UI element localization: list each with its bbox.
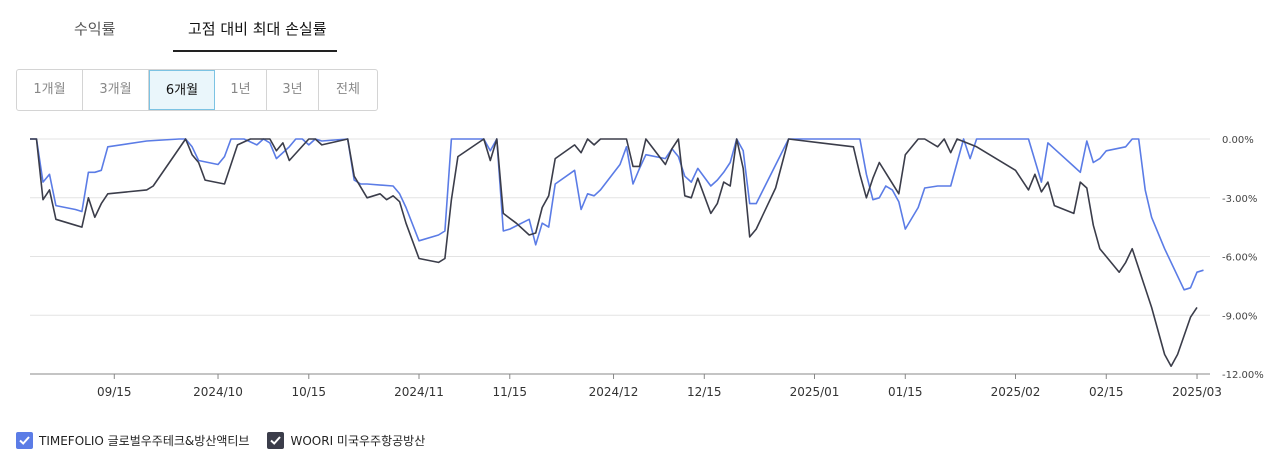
- x-tick-label: 2024/11: [394, 385, 444, 399]
- x-tick-label: 2024/12: [589, 385, 639, 399]
- y-tick-label: -6.00%: [1222, 253, 1257, 264]
- tab-max-drawdown[interactable]: 고점 대비 최대 손실률: [188, 20, 327, 38]
- x-tick-label: 2025/01: [790, 385, 840, 399]
- series-line-woori: [30, 138, 1198, 367]
- period-selector: 1개월 3개월 6개월 1년 3년 전체: [16, 69, 378, 111]
- checkbox-icon[interactable]: [267, 432, 285, 449]
- x-tick-label: 02/15: [1089, 385, 1124, 399]
- x-tick-label: 11/15: [492, 385, 527, 399]
- grid: [30, 138, 1210, 375]
- x-tick-label: 2024/10: [193, 385, 243, 399]
- legend-label: WOORI 미국우주항공방산: [290, 434, 426, 448]
- checkbox-icon[interactable]: [16, 432, 33, 449]
- period-3y-button[interactable]: 3년: [267, 70, 319, 110]
- series: [30, 138, 1204, 367]
- x-tick-label: 01/15: [888, 385, 923, 399]
- x-tick-label: 12/15: [687, 385, 722, 399]
- y-tick-label: -9.00%: [1222, 311, 1257, 322]
- x-tick-label: 2025/03: [1172, 385, 1222, 399]
- legend: TIMEFOLIO 글로벌우주테크&방산액티브 WOORI 미국우주항공방산: [16, 432, 443, 449]
- period-1y-button[interactable]: 1년: [215, 70, 267, 110]
- legend-item-timefolio[interactable]: TIMEFOLIO 글로벌우주테크&방산액티브: [16, 432, 249, 449]
- period-6m-button[interactable]: 6개월: [149, 70, 215, 110]
- y-axis: 0.00% -3.00% -6.00% -9.00% -12.00%: [1222, 135, 1264, 381]
- x-tick-label: 09/15: [97, 385, 132, 399]
- period-1m-button[interactable]: 1개월: [17, 70, 83, 110]
- series-line-timefolio: [30, 138, 1204, 291]
- tab-bar: 수익률 고점 대비 최대 손실률: [0, 0, 1280, 60]
- x-tick-label: 2025/02: [991, 385, 1041, 399]
- y-tick-label: -3.00%: [1222, 194, 1257, 205]
- y-tick-label: -12.00%: [1222, 370, 1264, 381]
- x-tick-label: 10/15: [291, 385, 326, 399]
- period-all-button[interactable]: 전체: [336, 82, 360, 97]
- active-tab-underline: [173, 50, 337, 52]
- x-axis: 09/15 2024/10 10/15 2024/11 11/15 2024/12 12/1…: [97, 374, 1222, 399]
- legend-item-woori[interactable]: WOORI 미국우주항공방산: [267, 432, 425, 449]
- legend-label: TIMEFOLIO 글로벌우주테크&방산액티브: [39, 434, 250, 448]
- period-3m-button[interactable]: 3개월: [83, 70, 149, 110]
- tab-return[interactable]: 수익률: [74, 20, 116, 38]
- y-tick-label: 0.00%: [1222, 135, 1254, 146]
- drawdown-chart: 0.00% -3.00% -6.00% -9.00% -12.00% 09/15 2024…: [30, 135, 1264, 399]
